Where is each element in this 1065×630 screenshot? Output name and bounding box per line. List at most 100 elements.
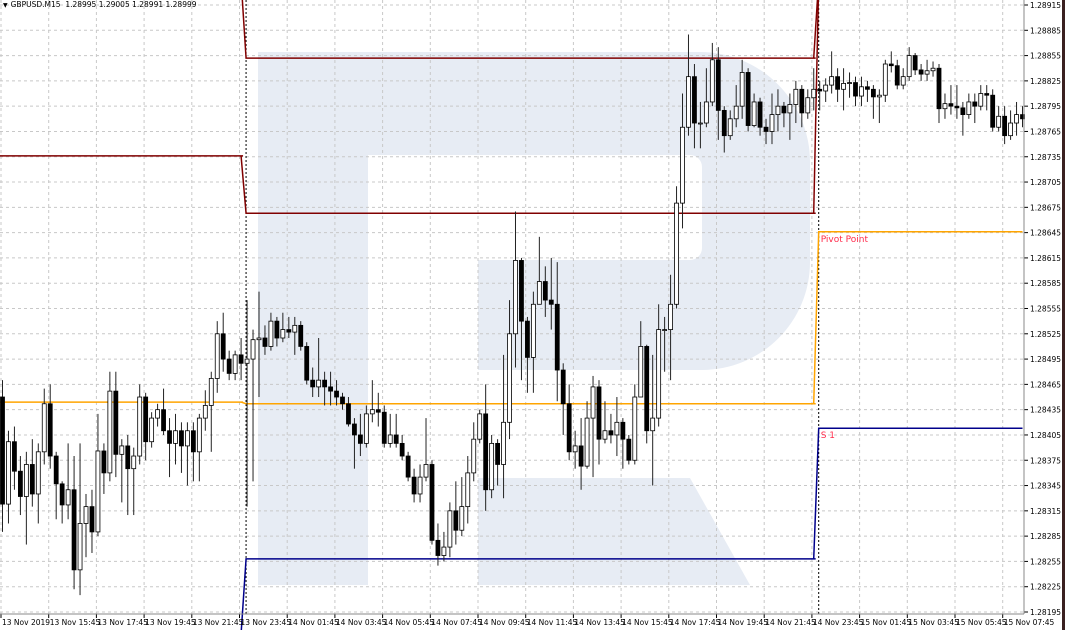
- candle-bear: [59, 483, 65, 506]
- candle-bear: [644, 346, 650, 432]
- candle-bear: [1002, 115, 1008, 137]
- pivot-levels: Pivot Point S 1: [0, 0, 1023, 630]
- candle-bull: [787, 104, 793, 114]
- pivot-line-p: [812, 231, 1023, 404]
- x-tick-label: 14 Nov 23:45: [813, 618, 864, 627]
- triangle-down-icon[interactable]: ▼: [3, 2, 8, 9]
- pivot-line-r1: [812, 0, 820, 214]
- pivot-line-r2: [241, 0, 816, 59]
- pivot-line-r1: [240, 155, 816, 214]
- candle-bear: [429, 464, 435, 541]
- candle-bear: [53, 455, 59, 485]
- candle-bear: [286, 329, 292, 333]
- candle-bear: [322, 379, 328, 388]
- candle-bull: [966, 101, 972, 115]
- x-tick-label: 13 Nov 19:45: [145, 618, 196, 627]
- candle-bull: [733, 105, 739, 120]
- candle-bear: [918, 69, 924, 75]
- candle-bear: [304, 346, 310, 381]
- candle-bear: [0, 396, 5, 505]
- x-tick-label: 15 Nov 05:45: [956, 618, 1007, 627]
- candle-bear: [453, 510, 459, 531]
- y-tick-label: 1.28705: [1030, 178, 1061, 187]
- candle-bull: [572, 445, 578, 453]
- candle-bear: [548, 299, 554, 305]
- candle-bull: [363, 413, 369, 444]
- candle-bull: [489, 442, 495, 491]
- candle-bear: [972, 101, 978, 107]
- y-tick-label: 1.28225: [1030, 583, 1061, 592]
- y-tick-label: 1.28855: [1030, 52, 1061, 61]
- candle-bull: [829, 76, 835, 86]
- candle-bear: [692, 76, 697, 124]
- candle-bull: [930, 67, 936, 72]
- candle-bull: [590, 386, 596, 419]
- candle-bull: [632, 396, 638, 461]
- y-tick-label: 1.28285: [1030, 532, 1061, 541]
- candle-bear: [912, 55, 918, 71]
- candle-bull: [417, 476, 423, 495]
- candle-bear: [817, 88, 823, 92]
- candle-bear: [596, 386, 602, 440]
- candle-bear: [715, 59, 721, 111]
- level-label-s1: S 1: [821, 431, 835, 441]
- x-tick-label: 13 Nov 2019: [2, 618, 50, 627]
- y-tick-label: 1.28585: [1030, 279, 1061, 288]
- x-tick-label: 15 Nov 01:45: [861, 618, 912, 627]
- candle-bull: [751, 101, 757, 126]
- right-scrollbar[interactable]: [1062, 0, 1065, 630]
- candle-bull: [823, 84, 829, 92]
- candle-bull: [924, 70, 930, 75]
- y-tick-label: 1.28435: [1030, 406, 1061, 415]
- candle-bull: [906, 55, 912, 78]
- candle-bear: [167, 430, 172, 444]
- candle-bull: [316, 379, 322, 388]
- candle-bull: [811, 88, 817, 99]
- x-tick-label: 14 Nov 11:45: [527, 618, 578, 627]
- candle-bear: [262, 337, 268, 347]
- candle-bull: [6, 441, 11, 505]
- candle-bear: [393, 434, 399, 444]
- x-tick-label: 15 Nov 03:45: [908, 618, 959, 627]
- candle-bull: [447, 510, 453, 548]
- x-tick-label: 14 Nov 03:45: [336, 618, 387, 627]
- x-tick-label: 13 Nov 23:45: [241, 618, 292, 627]
- x-tick-label: 14 Nov 15:45: [622, 618, 673, 627]
- chart-title: ▼ GBPUSD.M15 1.28995 1.29005 1.28991 1.28…: [3, 0, 197, 9]
- candle-bear: [17, 470, 23, 497]
- candle-bear: [870, 88, 876, 98]
- candle-bull: [859, 86, 864, 97]
- candle-bull: [638, 346, 644, 398]
- candle-bear: [381, 411, 387, 444]
- candle-bear: [71, 489, 77, 571]
- candle-bear: [799, 88, 805, 114]
- candle-bear: [113, 390, 119, 455]
- candle-bull: [530, 303, 536, 358]
- y-tick-label: 1.28645: [1030, 229, 1061, 238]
- x-tick-label: 14 Nov 13:45: [574, 618, 625, 627]
- x-tick-label: 14 Nov 07:45: [431, 618, 482, 627]
- candle-bull: [876, 94, 882, 98]
- candle-bear: [483, 413, 489, 491]
- candle-bull: [739, 72, 745, 107]
- candle-bull: [232, 354, 238, 374]
- candle-bull: [793, 88, 799, 105]
- candle-bull: [668, 303, 673, 330]
- x-tick-label: 14 Nov 21:45: [765, 618, 816, 627]
- candle-bear: [226, 358, 232, 374]
- candle-bear: [954, 105, 960, 109]
- y-tick-label: 1.28405: [1030, 431, 1061, 440]
- x-tick-label: 14 Nov 19:45: [718, 618, 769, 627]
- candle-bull: [602, 430, 608, 440]
- candle-bull: [256, 337, 262, 341]
- candle-bull: [882, 63, 888, 96]
- candle-bull: [250, 339, 256, 360]
- candle-bear: [238, 354, 244, 364]
- candlestick-series: [0, 34, 1025, 596]
- candle-bear: [519, 260, 524, 322]
- candle-bull: [536, 281, 542, 305]
- candle-bear: [399, 442, 405, 457]
- candle-bull: [244, 358, 250, 364]
- x-tick-label: 14 Nov 09:45: [479, 618, 530, 627]
